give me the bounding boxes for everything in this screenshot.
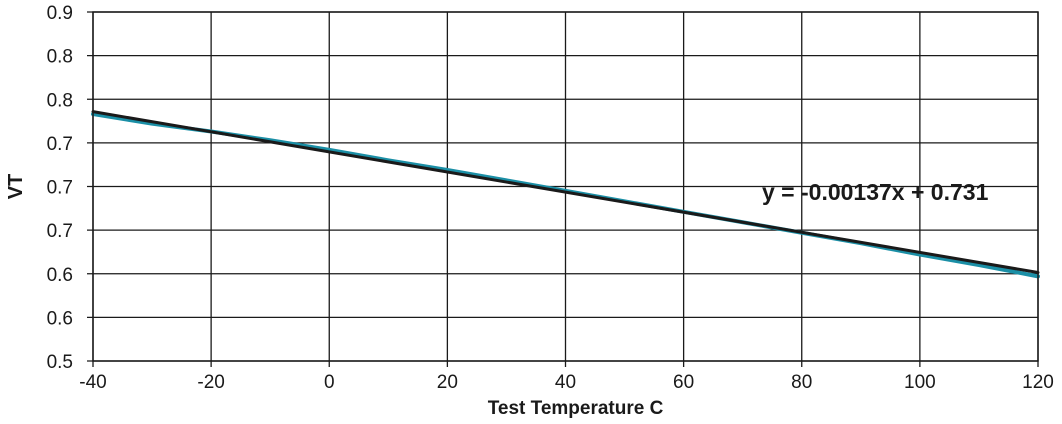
x-tick-label: -20 — [197, 372, 224, 393]
trendline — [91, 110, 1040, 275]
y-tick-label: 0.8 — [47, 47, 73, 68]
x-tick-label: 100 — [904, 372, 936, 393]
x-tick-label: 0 — [324, 372, 335, 393]
y-tick-label: 0.6 — [47, 308, 73, 329]
x-tick-label: 80 — [791, 372, 812, 393]
y-tick-label: 0.5 — [47, 352, 73, 373]
series-lines — [91, 110, 1040, 279]
y-tick-label: 0.7 — [47, 178, 73, 199]
x-tick-label: 120 — [1022, 372, 1054, 393]
y-tick-label: 0.6 — [47, 265, 73, 286]
y-axis-label: VT — [5, 174, 27, 200]
x-tick-label: -40 — [79, 372, 106, 393]
y-tick-label: 0.7 — [47, 221, 73, 242]
y-tick-label: 0.7 — [47, 134, 73, 155]
y-tick-label: 0.8 — [47, 90, 73, 111]
tick-labels: -40 -20 0 20 40 60 80 100 120 0.5 0.6 0.6 0.7 0.7 0.7 0… — [47, 3, 1054, 393]
plot-frame — [92, 11, 1039, 362]
y-tick-label: 0.9 — [47, 3, 73, 24]
trendline-equation: y = -0.00137x + 0.731 — [762, 179, 989, 205]
x-tick-label: 60 — [673, 372, 694, 393]
x-tick-label: 40 — [555, 372, 576, 393]
x-tick-label: 20 — [437, 372, 458, 393]
x-axis-label: Test Temperature C — [488, 398, 664, 419]
